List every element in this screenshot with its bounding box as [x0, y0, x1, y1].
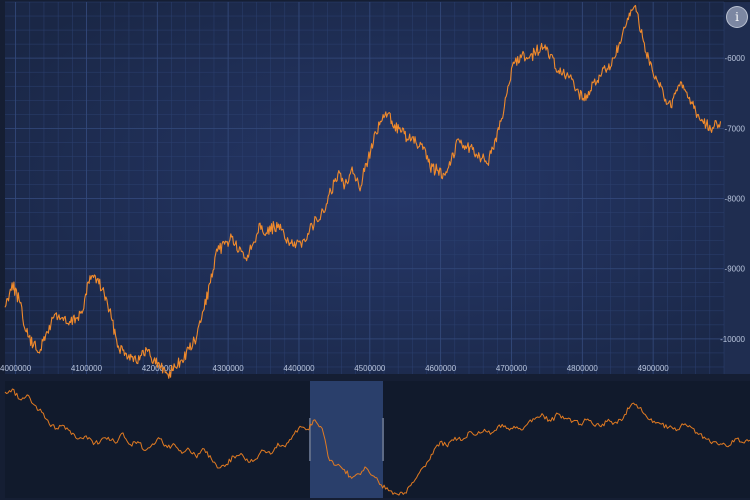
- x-tick-label: 4700000: [496, 364, 528, 373]
- x-tick-label: 4500000: [354, 364, 386, 373]
- x-tick-label: 4200000: [142, 364, 174, 373]
- y-tick-label: -9000: [725, 265, 746, 274]
- x-tick-label: 4800000: [567, 364, 599, 373]
- y-tick-label: -8000: [725, 195, 746, 204]
- navigator-panel[interactable]: [4, 381, 750, 498]
- y-axis: -6000 -7000 -8000 -9000 -10000: [720, 54, 745, 344]
- x-tick-label: 4600000: [425, 364, 457, 373]
- y-tick-label: -6000: [725, 54, 746, 63]
- major-grid: [5, 2, 724, 374]
- y-axis-area: [724, 2, 750, 374]
- plot-area: [5, 2, 724, 374]
- info-icon: i: [735, 10, 739, 24]
- y-tick-label: -7000: [725, 124, 746, 133]
- info-button[interactable]: i: [726, 6, 748, 28]
- x-tick-label: 4000000: [0, 364, 32, 373]
- y-tick-label: -10000: [720, 335, 745, 344]
- x-tick-label: 4100000: [71, 364, 103, 373]
- x-tick-label: 4400000: [283, 364, 315, 373]
- navigator-series-line: [4, 388, 750, 496]
- series-line: [4, 4, 722, 379]
- x-axis: 4000000 4100000 4200000 4300000 4400000 45000…: [0, 364, 669, 373]
- navigator-selection-window[interactable]: [310, 381, 383, 498]
- x-tick-label: 4300000: [213, 364, 245, 373]
- x-tick-label: 4900000: [638, 364, 670, 373]
